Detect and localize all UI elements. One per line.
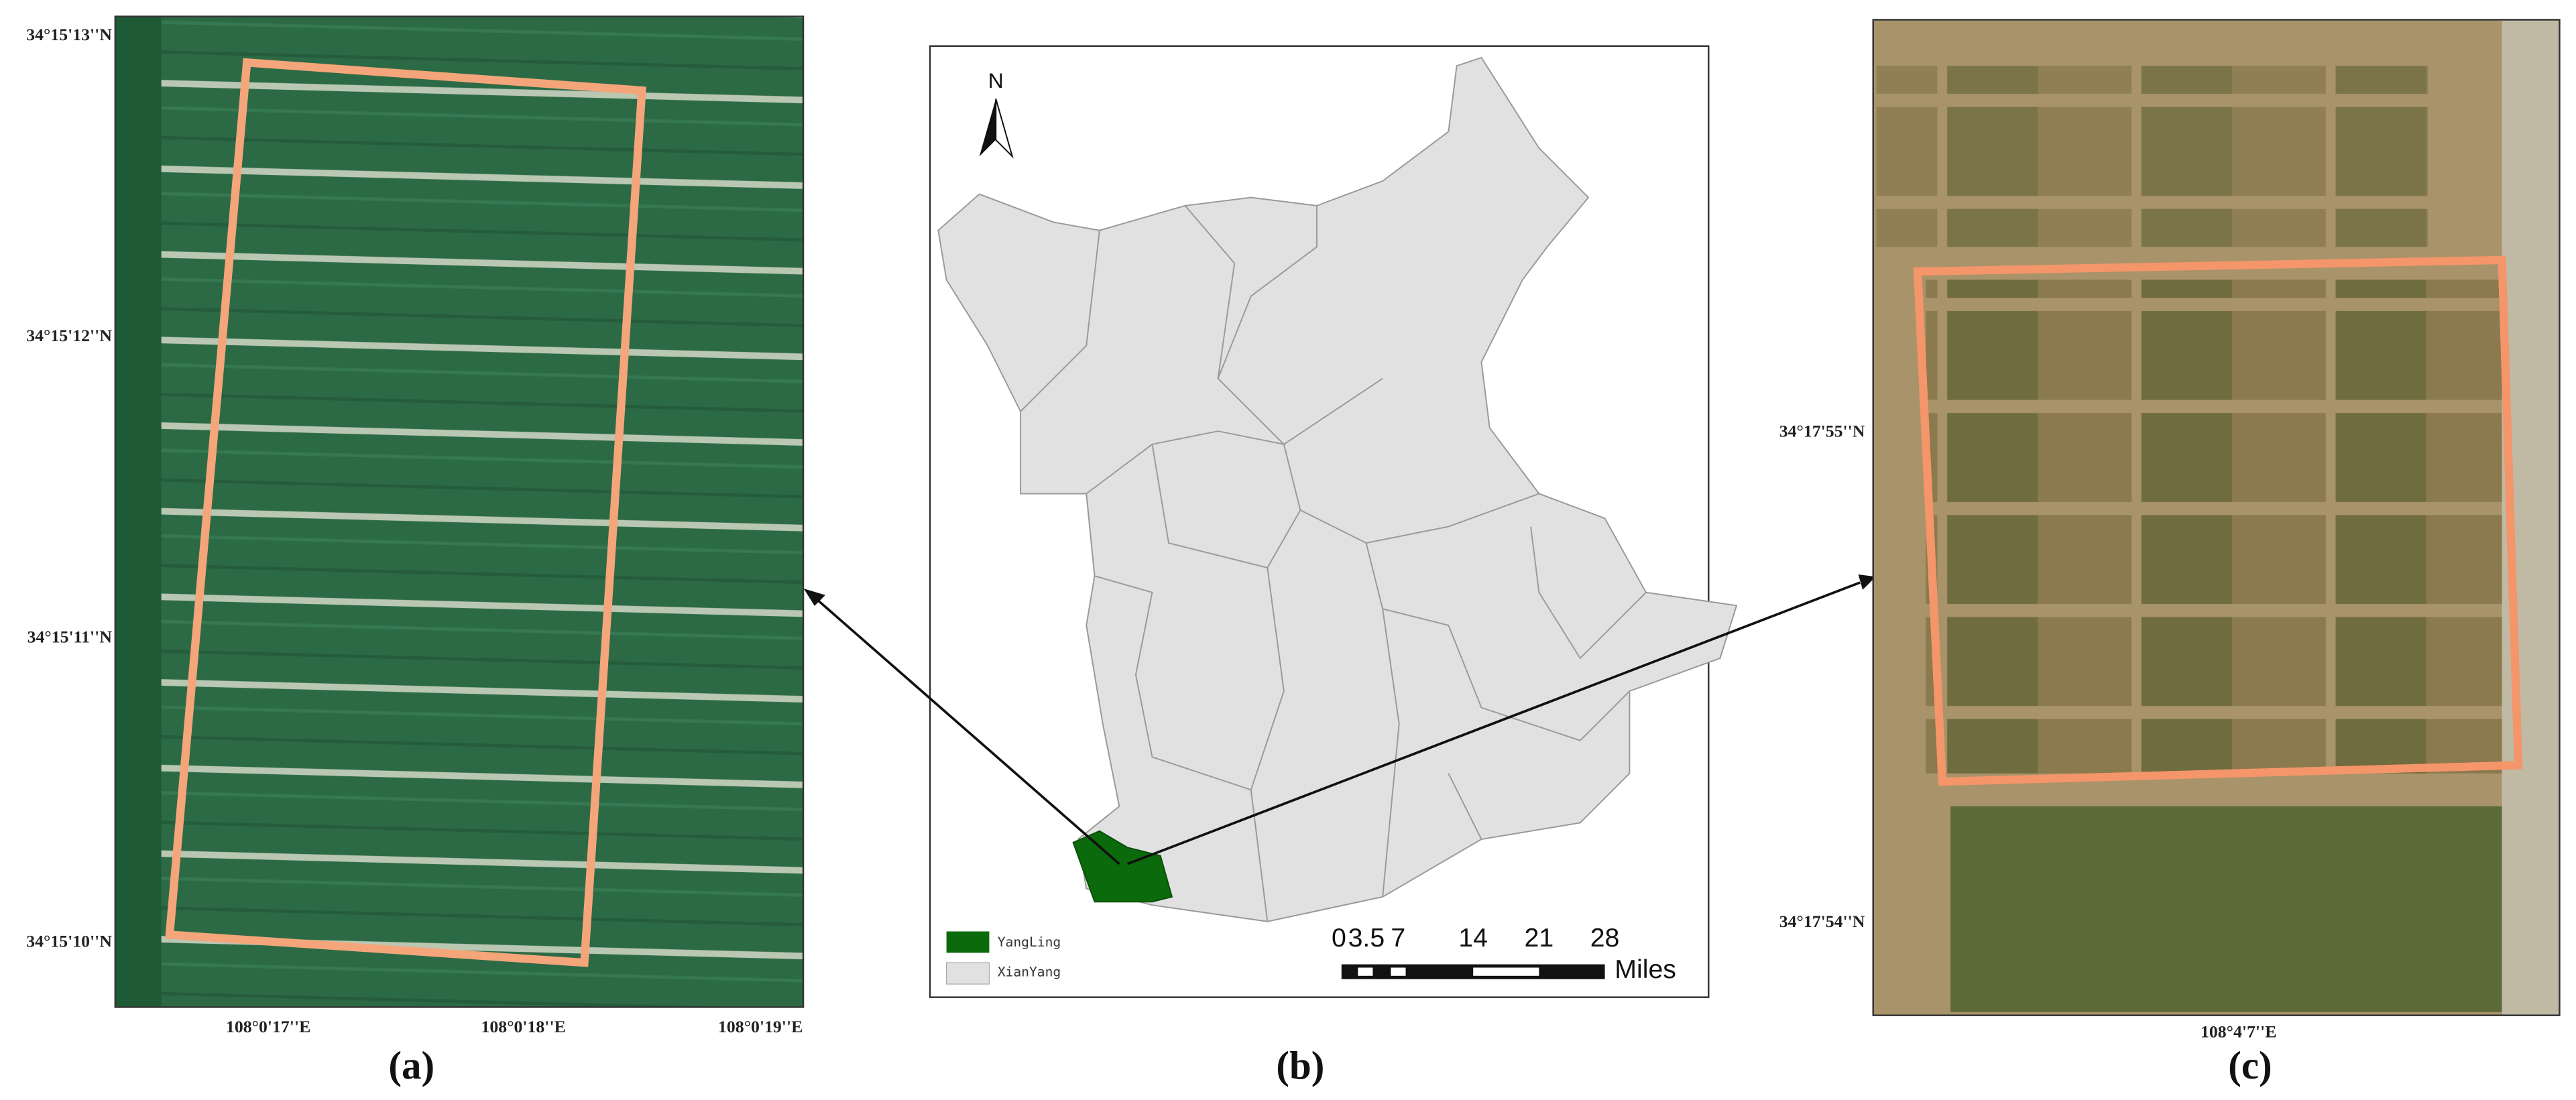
lon-label: 108°4'7''E — [2201, 1022, 2276, 1042]
scale-label: 14 — [1458, 923, 1488, 953]
lat-label: 34°15'10''N — [26, 932, 112, 951]
study-area — [1913, 255, 2523, 786]
scale-unit: Miles — [1615, 955, 1676, 984]
aerial-plots — [1926, 280, 2510, 774]
image-frame — [1872, 19, 2561, 1016]
panel-b: N YangLing XianYang 0 3.5 7 14 21 28 Mil… — [929, 45, 1738, 1087]
lat-label: 34°15'13''N — [26, 25, 112, 44]
county-borders — [1020, 205, 1647, 922]
aerial-plots — [1876, 66, 2428, 247]
aerial-plots — [1950, 806, 2527, 1012]
caption: (c) — [2228, 1044, 2272, 1087]
panel-a: 34°15'13''N 34°15'12''N 34°15'11''N 34°1… — [26, 15, 805, 1087]
north-arrow — [995, 99, 1014, 159]
image-frame — [114, 15, 805, 1008]
scale-bar — [1341, 964, 1605, 979]
lat-label: 34°15'12''N — [26, 326, 112, 345]
legend-label: YangLing — [998, 934, 1061, 950]
scale-label: 28 — [1590, 923, 1620, 953]
legend-swatch — [945, 962, 990, 985]
callout-arrows — [803, 574, 1876, 865]
caption: (a) — [388, 1044, 434, 1087]
scale-label: 0 — [1332, 923, 1346, 953]
study-area — [165, 58, 646, 967]
north-arrow — [979, 99, 996, 157]
north-label: N — [988, 68, 1004, 93]
aerial-field — [148, 16, 804, 1007]
lat-label: 34°15'11''N — [27, 627, 113, 646]
panel-c: 34°17'55''N 34°17'54''N 108°4'7''E (c) — [1779, 19, 2561, 1087]
scale-label: 21 — [1525, 923, 1554, 953]
yangling-region — [1072, 830, 1173, 903]
lon-label: 108°0'17''E — [226, 1017, 310, 1036]
caption: (b) — [1276, 1044, 1324, 1087]
lon-label: 108°0'19''E — [718, 1017, 803, 1036]
legend-label: XianYang — [998, 964, 1061, 979]
legend-swatch — [946, 931, 990, 953]
lat-label: 34°17'55''N — [1779, 422, 1865, 441]
scale-label: 7 — [1391, 923, 1405, 953]
lat-label: 34°17'54''N — [1779, 912, 1865, 931]
aerial-edge — [115, 16, 162, 1007]
scale-label: 3.5 — [1348, 923, 1385, 953]
lon-label: 108°0'18''E — [481, 1017, 566, 1036]
